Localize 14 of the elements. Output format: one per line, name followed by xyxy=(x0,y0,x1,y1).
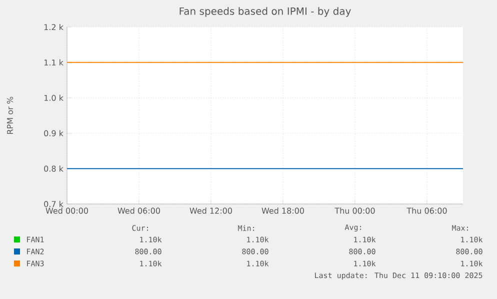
x-tick-label: Wed 06:00 xyxy=(118,208,160,214)
chart-title: Fan speeds based on IPMI - by day xyxy=(180,7,351,17)
y-tick-label: 1.0 k xyxy=(44,94,64,101)
y-tick-label: 1.1 k xyxy=(44,59,64,66)
x-tick-label: Thu 06:00 xyxy=(406,208,447,214)
y-tick-label: 0.8 k xyxy=(44,166,64,172)
y-tick-label: 0.9 k xyxy=(44,130,64,136)
x-tick-label: Thu 00:00 xyxy=(334,208,375,214)
y-tick-label: 1.2 k xyxy=(44,24,64,30)
x-tick-label: Wed 00:00 xyxy=(46,208,88,214)
y-axis-title: RPM or % xyxy=(6,96,14,134)
y-tick-label: 0.7 k xyxy=(44,200,64,208)
x-tick-label: Wed 18:00 xyxy=(262,208,304,214)
x-tick-label: Wed 12:00 xyxy=(190,208,232,214)
